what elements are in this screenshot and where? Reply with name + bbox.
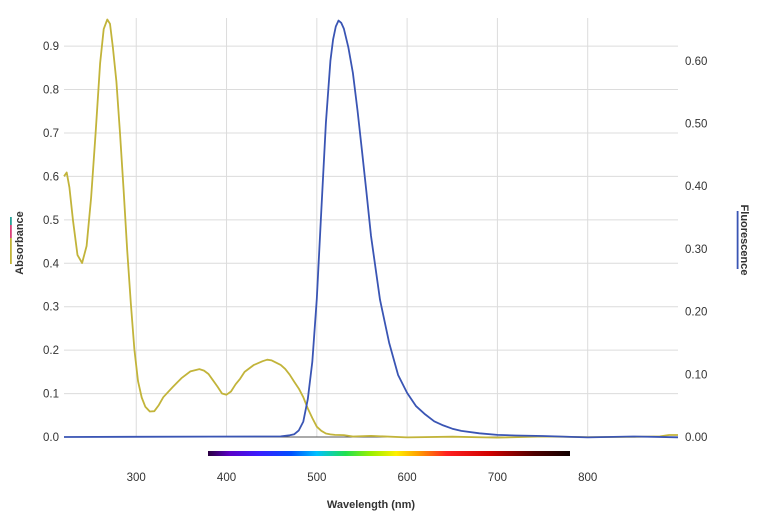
x-tick-label: 800: [578, 472, 597, 484]
x-axis-ticks: 300 400 500 600 700 800: [127, 472, 598, 484]
left-tick-label: 0.5: [43, 215, 59, 227]
right-tick-label: 0.60: [685, 56, 707, 68]
absorbance-series-line[interactable]: [63, 18, 678, 439]
left-tick-label: 0.9: [43, 41, 59, 53]
left-tick-label: 0.0: [43, 432, 59, 444]
left-tick-label: 0.8: [43, 85, 59, 97]
right-tick-label: 0.50: [685, 118, 707, 130]
right-axis-ticks: 0.00 0.10 0.20 0.30 0.40 0.50 0.60: [685, 56, 707, 444]
left-axis-ticks: 0.0 0.1 0.2 0.3 0.4 0.5 0.6 0.7 0.8 0.9: [43, 41, 60, 444]
absorbance-swatch-yellow: [10, 238, 12, 264]
absorbance-swatch-pink: [10, 225, 12, 238]
left-tick-label: 0.1: [43, 389, 59, 401]
left-tick-label: 0.4: [43, 258, 60, 270]
visible-spectrum-bar: [208, 451, 570, 456]
left-tick-label: 0.6: [43, 171, 59, 183]
absorbance-legend[interactable]: Absorbance: [10, 211, 26, 275]
grid-lines: [64, 18, 678, 437]
series-layer: [63, 18, 679, 439]
x-axis-title: Wavelength (nm): [327, 499, 416, 511]
fluorescence-legend[interactable]: Fluorescence: [736, 205, 750, 276]
right-tick-label: 0.20: [685, 307, 707, 319]
fluorescence-series-line[interactable]: [63, 19, 679, 439]
x-tick-label: 700: [488, 472, 507, 484]
x-tick-label: 300: [127, 472, 146, 484]
fluorescence-axis-title: Fluorescence: [738, 205, 750, 276]
left-tick-label: 0.3: [43, 302, 59, 314]
left-tick-label: 0.7: [43, 128, 59, 140]
right-tick-label: 0.40: [685, 181, 707, 193]
absorbance-axis-title: Absorbance: [14, 211, 26, 275]
absorbance-swatch-teal: [10, 217, 12, 225]
x-tick-label: 600: [398, 472, 417, 484]
x-tick-label: 500: [307, 472, 326, 484]
right-tick-label: 0.00: [685, 432, 707, 444]
fluorescence-swatch-blue: [736, 211, 739, 269]
x-tick-label: 400: [217, 472, 236, 484]
right-tick-label: 0.30: [685, 244, 707, 256]
left-tick-label: 0.2: [43, 345, 59, 357]
right-tick-label: 0.10: [685, 369, 707, 381]
